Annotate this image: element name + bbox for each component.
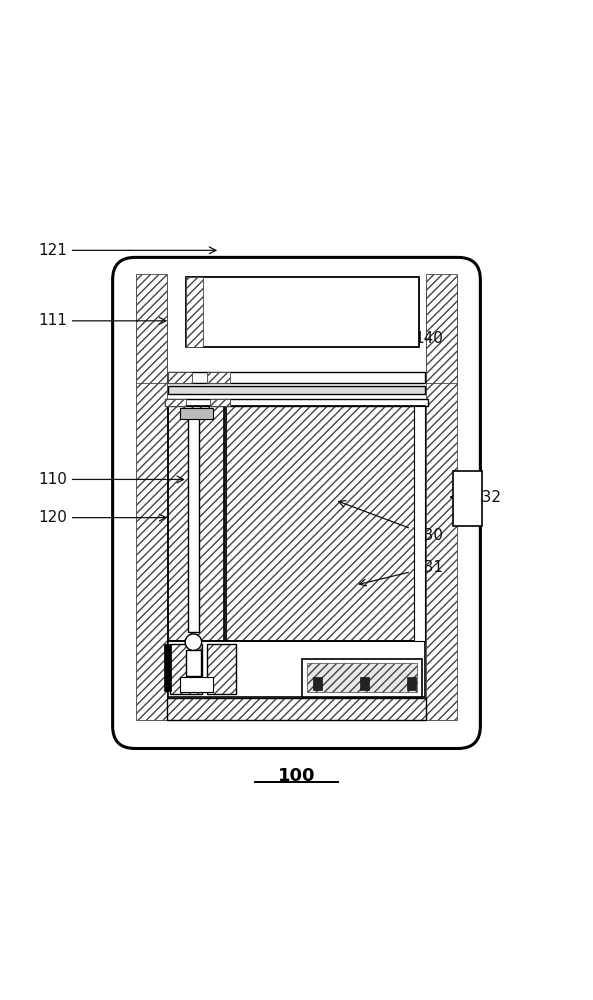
- Bar: [136, 274, 167, 383]
- Bar: [165, 399, 186, 406]
- Bar: [186, 277, 202, 347]
- Text: 121: 121: [38, 243, 216, 258]
- Bar: [206, 644, 236, 694]
- Bar: [164, 644, 171, 691]
- Text: 111: 111: [38, 313, 166, 328]
- Text: 100: 100: [278, 767, 315, 785]
- Text: 130: 130: [339, 501, 443, 543]
- Bar: [209, 399, 230, 406]
- Bar: [426, 274, 457, 383]
- Bar: [426, 286, 457, 720]
- Bar: [453, 471, 482, 526]
- Text: 131: 131: [359, 560, 443, 586]
- Text: 110: 110: [38, 472, 184, 487]
- Bar: [167, 698, 426, 720]
- Text: 132: 132: [451, 490, 502, 505]
- Bar: [407, 677, 416, 690]
- Bar: [187, 415, 199, 632]
- Circle shape: [185, 634, 202, 650]
- Bar: [414, 406, 425, 641]
- Bar: [170, 644, 202, 694]
- Bar: [170, 644, 202, 694]
- Bar: [186, 277, 419, 347]
- Bar: [206, 372, 230, 383]
- Bar: [226, 406, 425, 641]
- Bar: [180, 408, 213, 419]
- Bar: [360, 677, 369, 690]
- Text: 140: 140: [374, 331, 443, 346]
- Bar: [190, 634, 197, 647]
- FancyBboxPatch shape: [113, 257, 480, 748]
- Bar: [165, 399, 428, 406]
- Bar: [168, 641, 425, 697]
- Bar: [136, 286, 167, 720]
- Text: 120: 120: [38, 510, 166, 525]
- Bar: [168, 406, 224, 641]
- Bar: [206, 644, 236, 694]
- Bar: [168, 372, 192, 383]
- Bar: [302, 659, 422, 697]
- Bar: [168, 372, 425, 383]
- Bar: [186, 650, 201, 676]
- Bar: [313, 677, 323, 690]
- Bar: [307, 663, 417, 692]
- Bar: [167, 698, 426, 720]
- Bar: [168, 386, 425, 394]
- Bar: [180, 677, 213, 692]
- Bar: [168, 406, 224, 641]
- Bar: [226, 406, 425, 641]
